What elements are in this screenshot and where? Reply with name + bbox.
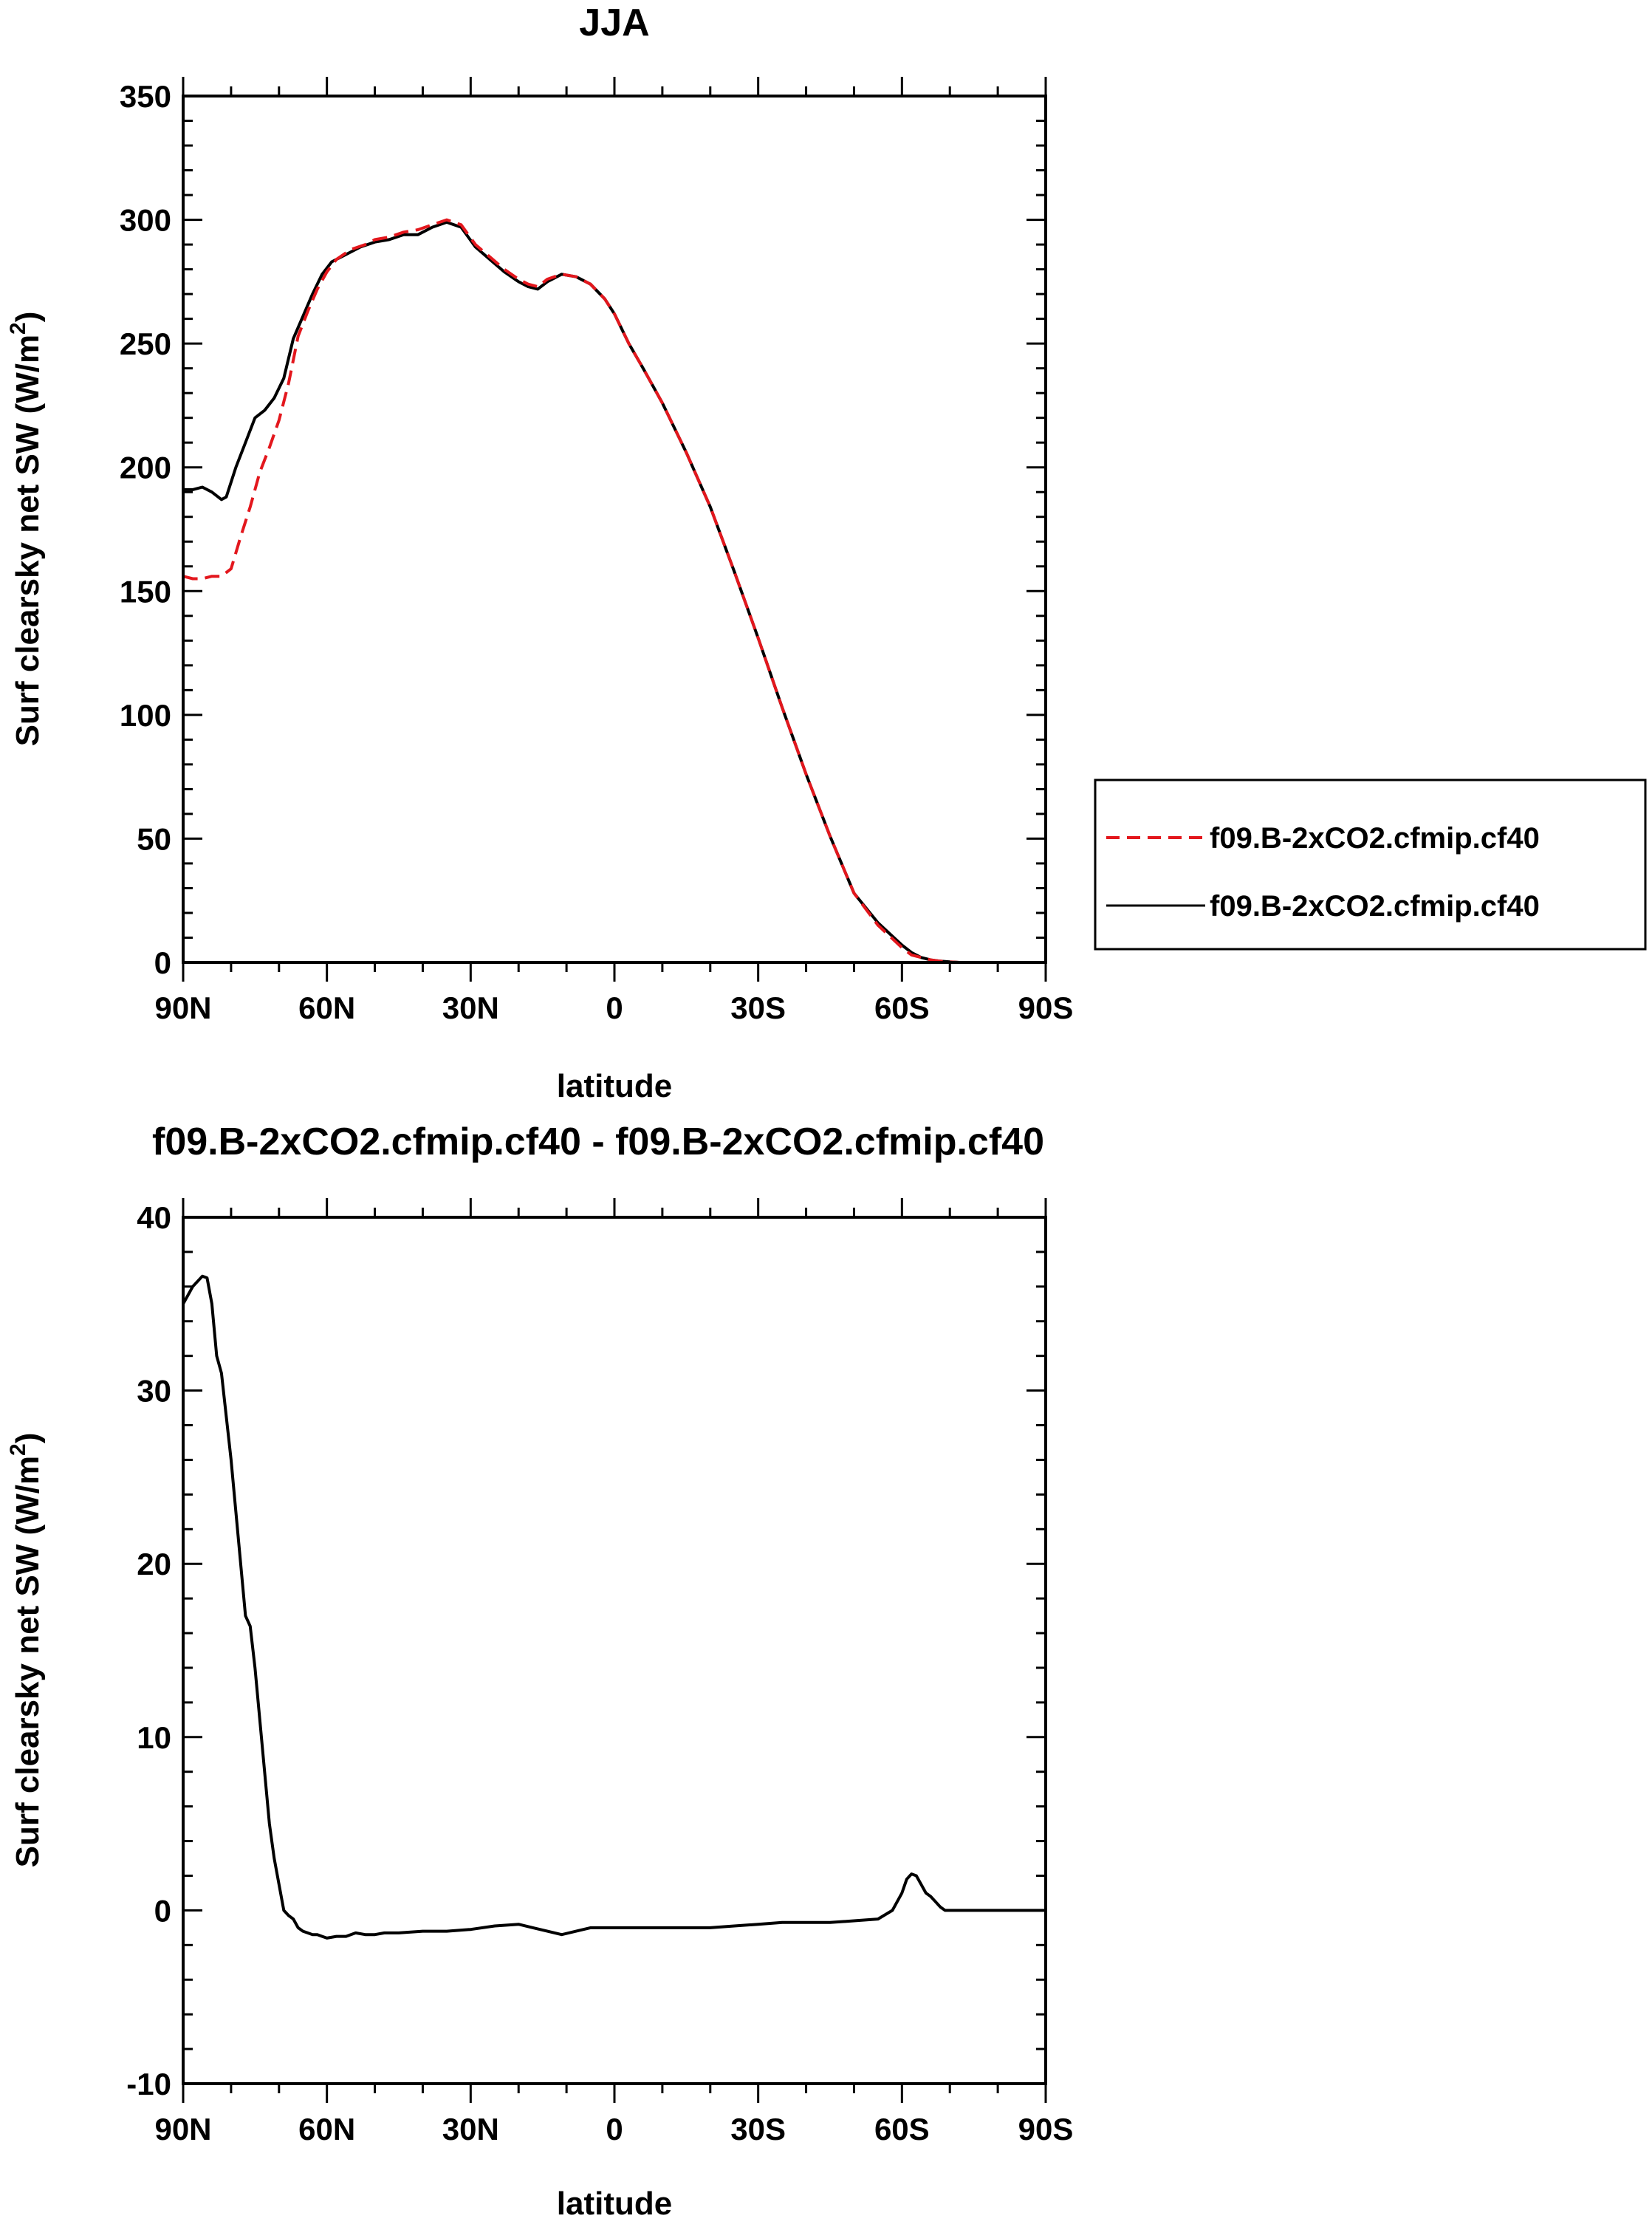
- bottom-series-group: [182, 1274, 1046, 1940]
- bottom-y-tick-label: 10: [137, 1720, 171, 1755]
- top-y-tick-label: 100: [120, 698, 171, 733]
- bottom-y-axis-label-text: Surf clearsky net SW (W/m: [10, 1456, 46, 1867]
- top-series-group: [182, 218, 1046, 964]
- legend-label-2: f09.B-2xCO2.cfmip.cf40: [1210, 890, 1540, 923]
- bottom-x-tick-label: 0: [606, 2112, 623, 2146]
- bottom-x-tick-label: 30N: [442, 2112, 499, 2146]
- legend-box: [1094, 779, 1647, 951]
- bottom-x-axis-label: latitude: [557, 2186, 672, 2222]
- top-y-axis-label-superscript: 2: [6, 322, 30, 335]
- top-y-axis-label: Surf clearsky net SW (W/m2): [6, 312, 46, 747]
- bottom-plot-frame: [182, 1216, 1047, 2085]
- top-y-tick-label: 350: [120, 79, 171, 114]
- top-y-tick-label: 200: [120, 451, 171, 485]
- top-y-tick-label: 0: [154, 945, 171, 980]
- bottom-chart-title: f09.B-2xCO2.cfmip.cf40 - f09.B-2xCO2.cfm…: [152, 1120, 1044, 1163]
- bottom-y-tick-label: -10: [126, 2067, 171, 2101]
- bottom-y-axis-label: Surf clearsky net SW (W/m2): [6, 1433, 46, 1868]
- top-x-tick-label: 60S: [874, 990, 930, 1025]
- top-y-tick-labels: 0 50 100 150 200 250 300 350: [120, 79, 171, 980]
- top-y-axis-label-close: ): [10, 312, 46, 323]
- top-x-tick-label: 30S: [730, 990, 786, 1025]
- top-series-line-solid-black: [183, 220, 1046, 964]
- bottom-x-tick-labels: 90N 60N 30N 0 30S 60S 90S: [154, 2112, 1073, 2146]
- bottom-ticks-group: [182, 1198, 1047, 2103]
- top-x-tick-label: 30N: [442, 990, 499, 1025]
- top-ticks-group: [182, 77, 1047, 982]
- bottom-y-tick-label: 0: [154, 1893, 171, 1928]
- top-plot-frame: [182, 95, 1047, 964]
- top-series-line-dashed-red: [182, 218, 1046, 964]
- bottom-y-axis-label-superscript: 2: [6, 1443, 30, 1456]
- top-x-tick-label: 90N: [154, 990, 211, 1025]
- top-chart-title: JJA: [579, 1, 649, 44]
- legend: f09.B-2xCO2.cfmip.cf40 f09.B-2xCO2.cfmip…: [1094, 779, 1647, 951]
- top-y-tick-label: 150: [120, 574, 171, 609]
- bottom-y-tick-label: 30: [137, 1374, 171, 1409]
- top-x-tick-labels: 90N 60N 30N 0 30S 60S 90S: [154, 990, 1073, 1025]
- top-x-tick-label: 60N: [298, 990, 355, 1025]
- top-y-tick-label: 300: [120, 203, 171, 238]
- top-y-axis-label-text: Surf clearsky net SW (W/m: [10, 335, 46, 746]
- bottom-x-tick-label: 90N: [154, 2112, 211, 2146]
- bottom-x-tick-label: 90S: [1018, 2112, 1074, 2146]
- bottom-y-tick-label: 20: [137, 1547, 171, 1581]
- bottom-y-axis-label-close: ): [10, 1433, 46, 1444]
- top-x-tick-label: 0: [606, 990, 623, 1025]
- bottom-y-tick-label: 40: [137, 1200, 171, 1235]
- top-x-axis-label: latitude: [557, 1068, 672, 1104]
- bottom-chart-panel: f09.B-2xCO2.cfmip.cf40 - f09.B-2xCO2.cfm…: [6, 1120, 1073, 2222]
- bottom-series-line-solid-black: [182, 1274, 1046, 1940]
- bottom-y-tick-labels: -10 0 10 20 30 40: [126, 1200, 171, 2101]
- bottom-x-tick-label: 60S: [874, 2112, 930, 2146]
- top-chart-panel: JJA 0 50 100 150 200 250 300 350 90N 60N 30N 0 30S 6…: [6, 1, 1647, 1104]
- bottom-x-tick-label: 30S: [730, 2112, 786, 2146]
- legend-label-1: f09.B-2xCO2.cfmip.cf40: [1210, 822, 1540, 855]
- top-y-tick-label: 50: [137, 821, 171, 856]
- top-y-tick-label: 250: [120, 326, 171, 361]
- bottom-x-tick-label: 60N: [298, 2112, 355, 2146]
- top-x-tick-label: 90S: [1018, 990, 1074, 1025]
